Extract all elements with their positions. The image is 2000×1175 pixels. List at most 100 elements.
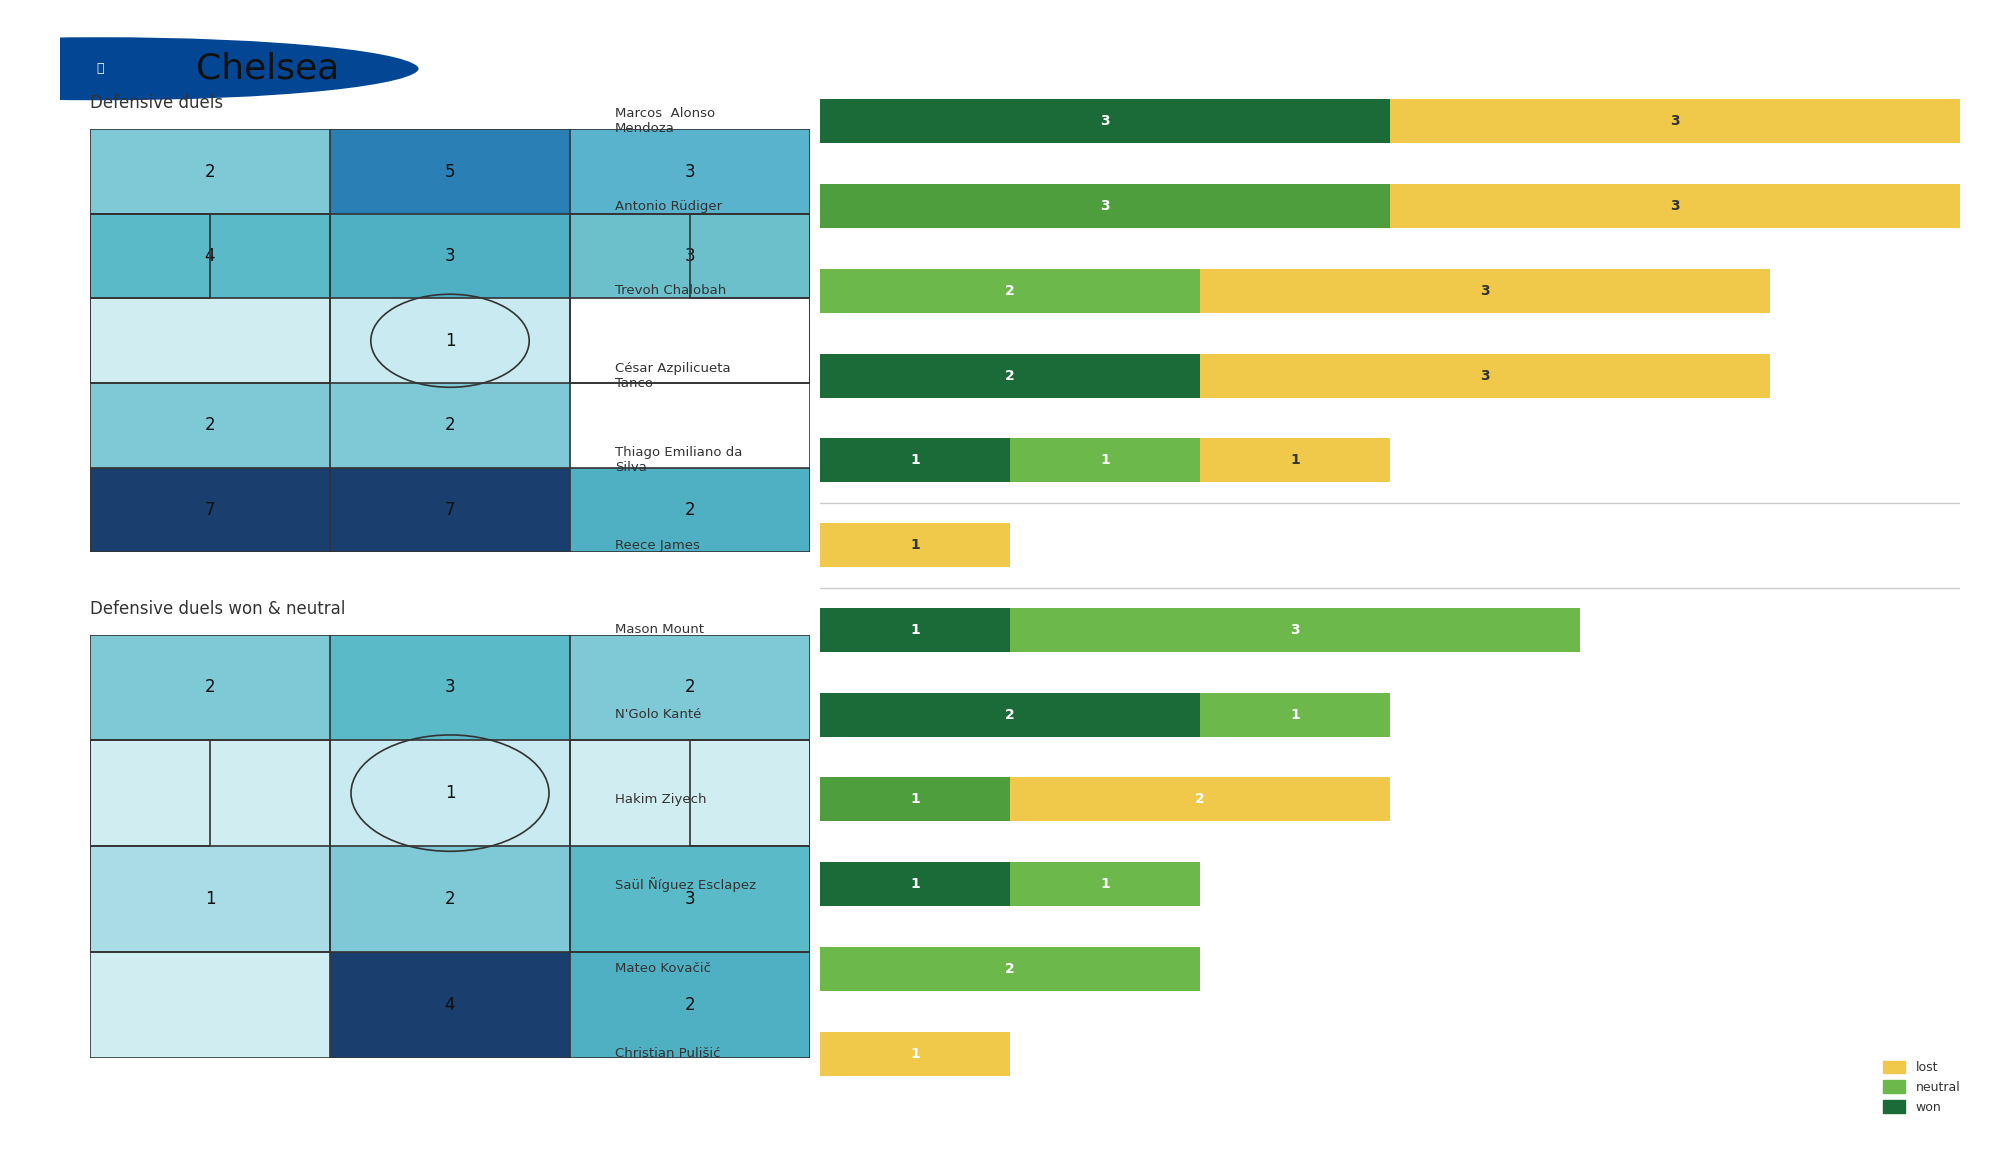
Text: 3: 3 — [1100, 199, 1110, 213]
Bar — [1200, 354, 1770, 397]
Text: Mateo Kovačič: Mateo Kovačič — [614, 962, 710, 975]
Text: 3: 3 — [684, 247, 696, 266]
Bar — [820, 607, 1010, 652]
Text: 1: 1 — [204, 889, 216, 908]
Bar — [570, 634, 810, 740]
Bar — [820, 1032, 1010, 1075]
Bar — [330, 129, 570, 214]
Text: 2: 2 — [444, 416, 456, 435]
Bar — [90, 214, 330, 383]
Bar — [1200, 438, 1390, 483]
Bar — [690, 740, 810, 846]
Bar — [570, 468, 810, 552]
Bar — [820, 692, 1200, 737]
Text: 1: 1 — [444, 784, 456, 803]
Bar — [1010, 438, 1200, 483]
Text: 4: 4 — [204, 247, 216, 266]
Text: 2: 2 — [204, 678, 216, 697]
Text: 1: 1 — [910, 538, 920, 552]
Bar — [820, 523, 1010, 568]
Bar — [820, 778, 1010, 821]
Bar — [330, 214, 570, 298]
Bar — [570, 952, 810, 1058]
Text: 3: 3 — [1480, 369, 1490, 383]
Bar — [820, 947, 1200, 991]
Text: 7: 7 — [204, 501, 216, 519]
Text: 3: 3 — [684, 162, 696, 181]
Bar — [90, 298, 330, 383]
Text: 3: 3 — [684, 889, 696, 908]
Text: 2: 2 — [204, 416, 216, 435]
Bar — [1390, 184, 1960, 228]
Bar — [820, 269, 1200, 313]
Text: 3: 3 — [444, 678, 456, 697]
Bar — [330, 634, 570, 740]
Bar — [90, 740, 330, 952]
Bar — [1200, 692, 1390, 737]
Text: 1: 1 — [1100, 454, 1110, 468]
Text: 3: 3 — [444, 247, 456, 266]
Bar — [1010, 862, 1200, 906]
Bar — [570, 383, 810, 468]
Text: Trevoh Chalobah: Trevoh Chalobah — [614, 284, 726, 297]
Bar — [1200, 269, 1770, 313]
Text: 2: 2 — [444, 889, 456, 908]
Bar — [90, 129, 330, 214]
Bar — [1010, 778, 1390, 821]
Text: 1: 1 — [1100, 878, 1110, 891]
Text: 2: 2 — [1006, 707, 1014, 721]
Bar — [330, 298, 570, 383]
Bar — [820, 862, 1010, 906]
Bar — [330, 952, 570, 1058]
Text: Christian Pulišić: Christian Pulišić — [614, 1047, 720, 1060]
Text: 2: 2 — [1196, 792, 1204, 806]
Text: 3: 3 — [1670, 114, 1680, 128]
Text: 2: 2 — [684, 501, 696, 519]
Bar — [690, 214, 810, 298]
Bar — [330, 846, 570, 952]
Bar — [90, 634, 330, 740]
Text: N'Golo Kanté: N'Golo Kanté — [614, 709, 702, 721]
Text: 1: 1 — [444, 331, 456, 350]
Bar — [90, 740, 330, 846]
Text: César Azpilicueta
Tanco: César Azpilicueta Tanco — [614, 362, 730, 390]
Text: 1: 1 — [910, 1047, 920, 1061]
Bar — [820, 100, 1390, 143]
Legend: lost, neutral, won: lost, neutral, won — [1878, 1055, 1966, 1119]
Bar — [90, 468, 330, 552]
Text: Chelsea: Chelsea — [196, 52, 340, 86]
Circle shape — [0, 35, 420, 102]
Text: 1: 1 — [910, 878, 920, 891]
Text: ⚽: ⚽ — [96, 62, 104, 75]
Text: 2: 2 — [204, 162, 216, 181]
Text: Defensive duels: Defensive duels — [90, 94, 224, 113]
Text: 2: 2 — [1006, 962, 1014, 976]
Text: Antonio Rüdiger: Antonio Rüdiger — [614, 200, 722, 213]
Text: 1: 1 — [910, 792, 920, 806]
Bar — [90, 740, 210, 846]
Bar — [570, 214, 810, 298]
Bar — [820, 184, 1390, 228]
Text: Saül Ñíguez Esclapez: Saül Ñíguez Esclapez — [614, 877, 756, 892]
Bar — [570, 846, 810, 952]
Text: 2: 2 — [1006, 284, 1014, 297]
Text: 2: 2 — [1006, 369, 1014, 383]
Text: Thiago Emiliano da
Silva: Thiago Emiliano da Silva — [614, 446, 742, 475]
Text: 3: 3 — [1670, 199, 1680, 213]
Text: 1: 1 — [1290, 454, 1300, 468]
Text: 1: 1 — [1290, 707, 1300, 721]
Bar — [330, 468, 570, 552]
Text: Reece James: Reece James — [614, 538, 700, 551]
Text: Mason Mount: Mason Mount — [614, 624, 704, 637]
Bar — [1390, 100, 1960, 143]
Bar — [570, 740, 810, 846]
Text: 2: 2 — [684, 995, 696, 1014]
Bar — [330, 740, 570, 846]
Bar — [820, 354, 1200, 397]
Bar — [570, 129, 810, 214]
Text: Marcos  Alonso
Mendoza: Marcos Alonso Mendoza — [614, 107, 714, 135]
Text: 3: 3 — [1480, 284, 1490, 297]
Text: Hakim Ziyech: Hakim Ziyech — [614, 793, 706, 806]
Bar — [90, 846, 330, 952]
Bar — [330, 383, 570, 468]
